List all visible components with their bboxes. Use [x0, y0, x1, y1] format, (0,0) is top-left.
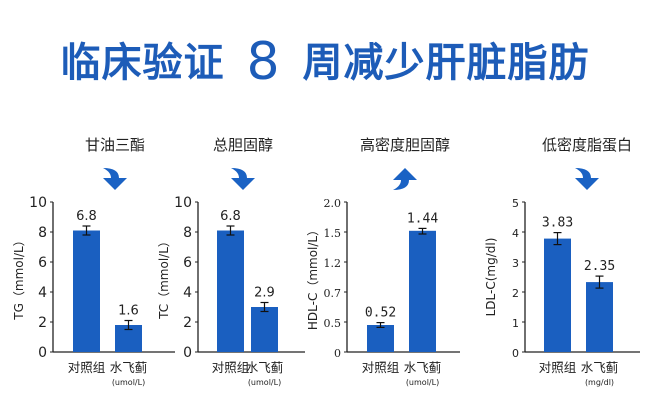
data-label: 2.35 [584, 259, 615, 274]
y-tick-label: 2 [183, 315, 192, 331]
title-suffix: 周减少肝脏脂肪 [302, 39, 590, 86]
y-tick-label: 10 [174, 195, 192, 211]
category-label: 水飞蓟 [404, 360, 442, 375]
bar [544, 238, 571, 352]
y-tick-label: 0.5 [324, 317, 342, 330]
y-axis-label: HDL-C（mmol/L） [306, 224, 320, 330]
y-tick-label: 10 [29, 195, 47, 211]
chart-title: 总胆固醇 [213, 136, 273, 154]
bar [73, 230, 100, 352]
y-tick-label: 4 [512, 227, 519, 240]
bar [409, 230, 436, 352]
category-label: 对照组 [539, 360, 577, 375]
y-tick-label: 2 [38, 315, 47, 331]
y-tick-label: 0 [38, 345, 47, 361]
category-label: 水飞蓟 [581, 360, 619, 375]
trend-down-arrow-icon [575, 168, 599, 190]
y-tick-label: 6 [183, 255, 192, 271]
y-tick-label: 0 [334, 347, 341, 360]
data-label: 2.9 [254, 286, 275, 301]
trend-down-arrow-icon [103, 168, 127, 190]
chart-title: 甘油三酯 [85, 136, 145, 154]
y-tick-label: 1.5 [324, 227, 342, 240]
chart-title: 高密度胆固醇 [360, 136, 450, 154]
bar [251, 307, 278, 352]
title-prefix: 临床验证 [60, 39, 225, 86]
data-label: 6.8 [220, 209, 241, 224]
category-label: 对照组 [68, 360, 106, 375]
chart-title: 低密度脂蛋白 [542, 136, 632, 154]
y-tick-label: 0 [183, 345, 192, 361]
category-unit-note: (umol/L) [406, 378, 439, 387]
category-label: 水飞蓟 [110, 360, 148, 375]
y-tick-label: 4 [38, 285, 47, 301]
data-label: 6.8 [76, 209, 97, 224]
y-tick-label: 6 [38, 255, 47, 271]
data-label: 1.6 [118, 304, 139, 319]
y-tick-label: 1 [512, 317, 519, 330]
y-tick-label: 5 [512, 197, 519, 210]
y-tick-label: 0 [512, 347, 519, 360]
trend-down-arrow-icon [231, 168, 255, 190]
category-label: 对照组 [362, 360, 400, 375]
trend-up-arrow-icon [393, 168, 417, 190]
bar [367, 325, 394, 352]
y-tick-label: 3 [512, 257, 519, 270]
page-title: 临床验证 8 周减少肝脏脂肪 [0, 30, 650, 92]
y-tick-label: 8 [183, 225, 192, 241]
y-tick-label: 4 [183, 285, 192, 301]
y-tick-label: 2 [512, 287, 519, 300]
bar [586, 282, 613, 352]
y-tick-label: 8 [38, 225, 47, 241]
y-tick-label: 1.2 [324, 257, 342, 270]
category-label: 水飞蓟 [246, 360, 284, 375]
category-unit-note: (umol/L) [248, 378, 281, 387]
data-label: 0.52 [365, 306, 396, 321]
title-number: 8 [246, 32, 281, 92]
data-label: 1.44 [407, 211, 438, 226]
data-label: 3.83 [542, 216, 573, 231]
y-axis-label: TC（mmol/L） [157, 235, 171, 320]
y-tick-label: 2.0 [324, 197, 342, 210]
y-axis-label: LDL-C(mg/dl) [484, 238, 498, 317]
bar [217, 230, 244, 352]
category-unit-note: (umol/L) [112, 378, 145, 387]
y-axis-label: TG（mmol/L） [12, 234, 26, 320]
category-label: 对照组 [212, 360, 250, 375]
category-unit-note: (mg/dl) [585, 378, 614, 387]
y-tick-label: 0.7 [324, 287, 342, 300]
